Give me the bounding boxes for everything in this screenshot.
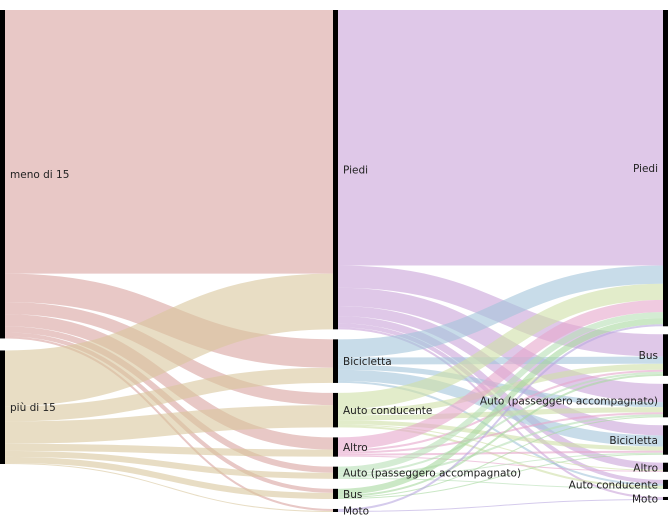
link-m_altro-to-r_altro [337, 455, 664, 472]
link-m_bus-to-r_bus [337, 373, 664, 497]
node-label-m_moto: Moto [343, 505, 369, 517]
node-label-m_bus: Bus [343, 489, 362, 501]
link-m_bici-to-r_autopass [337, 364, 664, 408]
link-m_bus-to-r_autopass [337, 416, 664, 498]
node-m_piedi[interactable] [333, 10, 338, 330]
node-r_bici[interactable] [663, 425, 668, 455]
node-r_piedi[interactable] [663, 10, 668, 327]
link-meno-to-m_altro [4, 314, 334, 450]
link-m_autopass-to-r_autopass [337, 414, 664, 477]
node-label-m_bici: Bicicletta [343, 356, 392, 368]
link-meno-to-m_bus [4, 332, 334, 493]
node-m_autocond[interactable] [333, 392, 338, 428]
link-m_altro-to-r_bici [337, 450, 664, 456]
link-piu-to-m_moto [4, 462, 334, 512]
node-label-r_autocond: Auto conducente [569, 479, 658, 491]
node-m_altro[interactable] [333, 437, 338, 457]
node-m_bici[interactable] [333, 339, 338, 383]
link-m_bus-to-r_piedi [337, 318, 664, 495]
link-piu-to-m_altro [4, 443, 334, 457]
node-meno[interactable] [0, 10, 5, 339]
node-r_autocond[interactable] [663, 479, 668, 489]
labels-layer: meno di 15 più di 15 Piedi Bicicletta Auto c… [10, 163, 658, 517]
node-m_autopass[interactable] [333, 466, 338, 479]
link-piu-to-m_bici [4, 367, 334, 422]
node-label-r_autopass: Auto (passeggero accompagnato) [480, 396, 658, 408]
node-label-r_bus: Bus [639, 350, 658, 362]
link-m_moto-to-r_moto [337, 498, 664, 512]
link-m_altro-to-r_autopass [337, 412, 664, 454]
node-piu[interactable] [0, 350, 5, 464]
link-m_autopass-to-r_piedi [337, 312, 664, 473]
node-m_moto[interactable] [333, 508, 338, 512]
links-layer [4, 9, 664, 512]
link-m_bus-to-r_bici [337, 453, 664, 499]
link-m_moto-to-r_piedi [337, 324, 664, 511]
link-m_altro-to-r_piedi [337, 299, 664, 450]
node-m_bus[interactable] [333, 488, 338, 499]
node-label-piu: più di 15 [10, 402, 56, 414]
node-label-m_autocond: Auto conducente [343, 405, 432, 417]
link-m_autopass-to-r_bus [337, 371, 664, 475]
node-label-m_autopass: Auto (passeggero accompagnato) [343, 468, 521, 480]
node-label-r_moto: Moto [632, 493, 658, 505]
node-label-r_piedi: Piedi [633, 163, 658, 175]
link-m_bici-to-r_bus [337, 356, 664, 365]
link-m_autopass-to-r_autocond [337, 477, 664, 489]
link-m_autocond-to-r_piedi [337, 283, 664, 410]
nodes-layer [0, 10, 668, 512]
node-r_altro[interactable] [663, 462, 668, 472]
link-piu-to-m_autopass [4, 450, 334, 479]
node-r_autopass[interactable] [663, 383, 668, 418]
link-m_bici-to-r_piedi [337, 265, 664, 358]
node-label-r_bici: Bicicletta [609, 435, 658, 447]
link-m_autocond-to-r_altro [337, 424, 664, 471]
node-label-m_piedi: Piedi [343, 165, 368, 177]
node-r_moto[interactable] [663, 496, 668, 500]
node-r_bus[interactable] [663, 334, 668, 376]
link-piu-to-m_bus [4, 456, 334, 499]
node-label-meno: meno di 15 [10, 169, 69, 181]
link-m_autocond-to-r_autopass [337, 407, 664, 421]
node-label-r_altro: Altro [633, 462, 658, 474]
link-m_autopass-to-r_bici [337, 452, 664, 478]
link-piu-to-m_piedi [4, 273, 334, 407]
node-label-m_altro: Altro [343, 442, 368, 454]
link-piu-to-m_autocond [4, 405, 334, 444]
